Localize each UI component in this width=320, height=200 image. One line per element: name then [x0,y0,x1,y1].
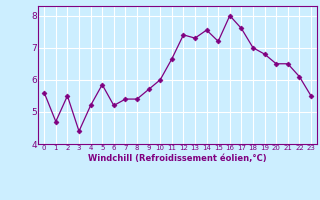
X-axis label: Windchill (Refroidissement éolien,°C): Windchill (Refroidissement éolien,°C) [88,154,267,163]
